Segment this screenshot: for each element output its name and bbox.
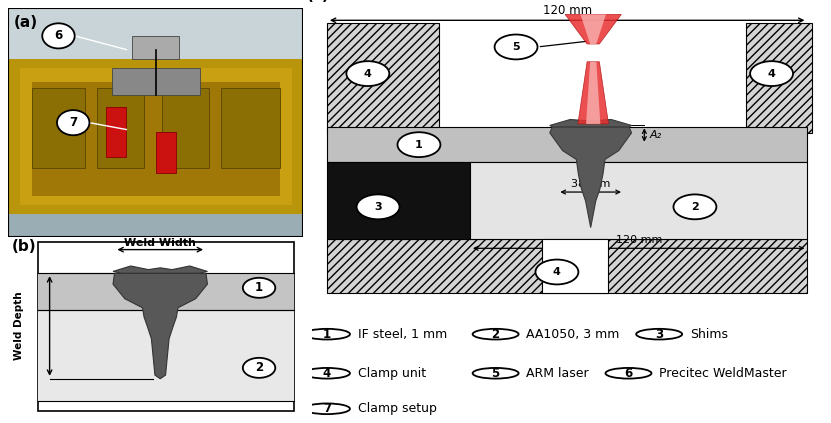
Bar (111, 68, 200, 95)
Text: 6: 6 (54, 29, 62, 42)
Text: 7: 7 (69, 116, 77, 129)
Bar (32, 82, 280, 196)
Bar (156, 132, 176, 173)
Text: 5: 5 (512, 42, 520, 52)
Bar (132, 36, 179, 59)
Text: 120 mm: 120 mm (543, 4, 592, 17)
Circle shape (42, 23, 75, 49)
Polygon shape (586, 62, 600, 124)
Bar (38, 310, 294, 401)
Circle shape (606, 368, 652, 379)
Circle shape (494, 35, 538, 59)
Bar (106, 107, 126, 157)
Text: (c): (c) (307, 0, 329, 3)
Text: 120 mm: 120 mm (616, 235, 662, 245)
Bar (32, 88, 85, 168)
Circle shape (473, 368, 519, 379)
Text: Precitec WeldMaster: Precitec WeldMaster (659, 367, 787, 380)
Text: 3: 3 (655, 328, 663, 341)
Circle shape (473, 329, 519, 340)
Bar (327, 23, 440, 133)
Polygon shape (580, 14, 606, 44)
Text: 6: 6 (624, 367, 632, 380)
Circle shape (57, 110, 90, 135)
Circle shape (673, 195, 716, 219)
Bar (327, 127, 808, 162)
Bar (96, 88, 144, 168)
Bar (20, 68, 292, 205)
Text: (a): (a) (14, 15, 38, 30)
Text: 7: 7 (323, 402, 331, 415)
Text: Shims: Shims (690, 328, 728, 341)
Polygon shape (550, 119, 632, 127)
Text: A₂: A₂ (650, 130, 661, 140)
Polygon shape (578, 62, 608, 124)
Polygon shape (565, 14, 622, 44)
Text: Weld Depth: Weld Depth (14, 292, 24, 360)
Text: 38 mm: 38 mm (571, 179, 610, 189)
Bar (38, 273, 294, 310)
Text: 4: 4 (768, 69, 775, 79)
Circle shape (304, 329, 350, 340)
Text: 1: 1 (323, 328, 331, 341)
Circle shape (304, 404, 350, 414)
Text: AA1050, 3 mm: AA1050, 3 mm (526, 328, 620, 341)
Text: IF steel, 1 mm: IF steel, 1 mm (357, 328, 447, 341)
Text: 1: 1 (255, 281, 263, 294)
Bar (221, 88, 280, 168)
Circle shape (535, 260, 578, 284)
Circle shape (356, 195, 400, 219)
Text: Weld Width: Weld Width (125, 238, 196, 248)
Bar (38, 242, 294, 412)
Text: Clamp setup: Clamp setup (357, 402, 436, 415)
Polygon shape (113, 273, 208, 379)
Bar (8, 59, 303, 214)
Polygon shape (550, 127, 632, 228)
Circle shape (243, 358, 275, 378)
Text: 2: 2 (492, 328, 499, 341)
Text: 3: 3 (374, 202, 382, 212)
Text: ARM laser: ARM laser (526, 367, 589, 380)
Bar (327, 162, 470, 239)
Text: 5: 5 (491, 367, 499, 380)
Bar (542, 239, 608, 293)
Text: 4: 4 (553, 267, 561, 277)
Bar (470, 162, 808, 239)
Circle shape (243, 278, 275, 298)
Circle shape (304, 368, 350, 379)
Circle shape (397, 132, 440, 157)
Text: 4: 4 (322, 367, 331, 380)
Text: 1: 1 (415, 140, 423, 150)
Bar (327, 239, 808, 293)
Bar (8, 8, 303, 72)
Text: 2: 2 (255, 361, 263, 374)
Text: (b): (b) (12, 239, 36, 254)
Text: 2: 2 (691, 202, 699, 212)
Text: Clamp unit: Clamp unit (357, 367, 425, 380)
Text: 4: 4 (364, 69, 371, 79)
Polygon shape (113, 266, 208, 273)
Bar (746, 23, 813, 133)
Circle shape (750, 61, 793, 86)
Circle shape (347, 61, 389, 86)
Circle shape (637, 329, 682, 340)
Bar (162, 88, 209, 168)
